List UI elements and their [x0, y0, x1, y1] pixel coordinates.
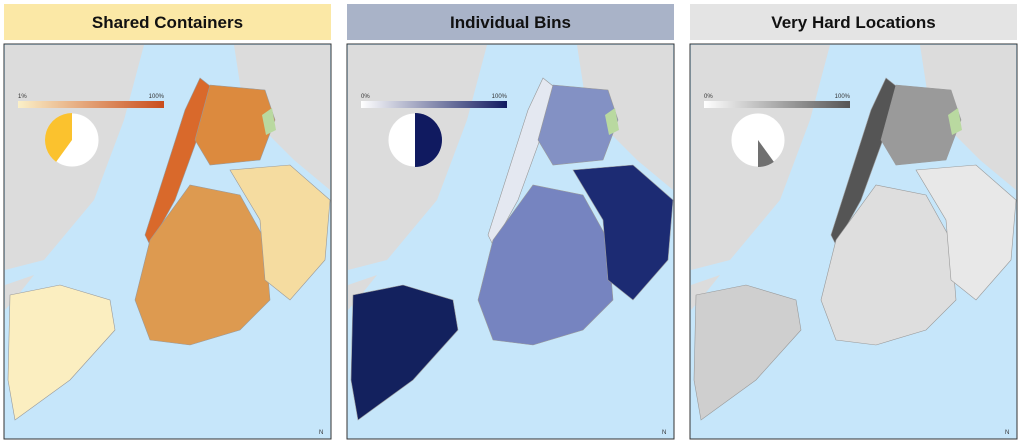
panel-title: Very Hard Locations: [771, 13, 935, 32]
pie-slice: [45, 113, 72, 162]
map-panel: Individual Bins 0% 100% N: [346, 4, 675, 440]
panel-title: Shared Containers: [92, 13, 243, 32]
north-arrow: N: [662, 430, 666, 436]
north-arrow: N: [319, 430, 323, 436]
north-arrow: N: [1005, 430, 1009, 436]
land: [234, 45, 330, 190]
title-bar: [347, 4, 674, 40]
district: [820, 184, 957, 346]
land: [920, 45, 1016, 190]
pie-slice: [415, 113, 442, 167]
title-bar: [4, 4, 331, 40]
park: [262, 108, 276, 135]
title-bar: [690, 4, 1017, 40]
land: [577, 45, 673, 190]
district: [693, 284, 802, 421]
legend-bar: [361, 101, 507, 108]
legend-min: 0%: [361, 94, 370, 100]
legend-max: 100%: [492, 94, 508, 100]
legend-max: 100%: [835, 94, 851, 100]
district: [194, 84, 276, 166]
district: [572, 164, 674, 301]
legend-bar: [18, 101, 164, 108]
legend-bar: [704, 101, 850, 108]
legend-min: 0%: [704, 94, 713, 100]
district: [350, 284, 459, 421]
district: [134, 184, 271, 346]
park: [948, 108, 962, 135]
map-panel: Very Hard Locations 0% 100% N: [689, 4, 1018, 440]
pie-slice: [758, 140, 774, 167]
district: [537, 84, 619, 166]
district: [229, 164, 331, 301]
district: [477, 184, 614, 346]
legend-max: 100%: [149, 94, 165, 100]
district: [915, 164, 1017, 301]
map-panel: Shared Containers 1% 100% N: [3, 4, 332, 440]
district: [7, 284, 116, 421]
legend-min: 1%: [18, 94, 27, 100]
park: [605, 108, 619, 135]
district: [880, 84, 962, 166]
panel-title: Individual Bins: [450, 13, 571, 32]
